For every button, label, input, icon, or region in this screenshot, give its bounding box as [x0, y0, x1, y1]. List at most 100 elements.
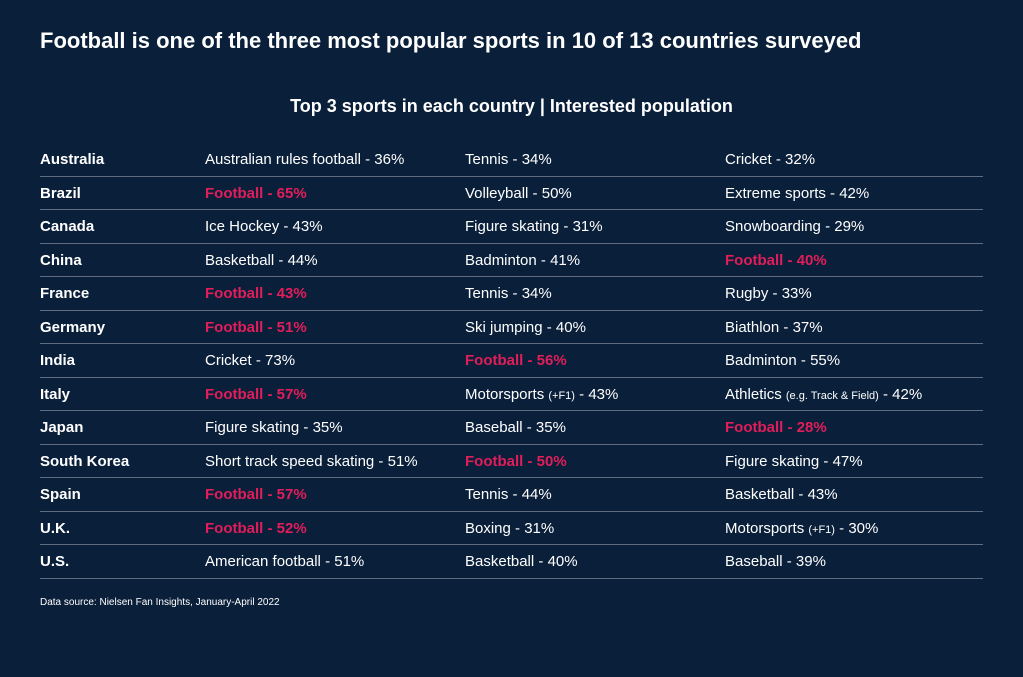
- sport-name: Boxing: [465, 520, 511, 537]
- sport-cell: Cricket - 32%: [725, 150, 985, 170]
- sport-cell: Boxing - 31%: [465, 519, 725, 539]
- sport-pct: 41%: [550, 252, 580, 269]
- sport-name: Motorsports: [725, 520, 804, 537]
- sport-name: Basketball: [465, 553, 534, 570]
- country-name: India: [40, 351, 205, 371]
- sport-name: Motorsports: [465, 386, 544, 403]
- sport-pct: 43%: [588, 386, 618, 403]
- sport-cell: Football - 43%: [205, 284, 465, 304]
- sport-pct: 57%: [277, 486, 307, 503]
- sport-pct: 44%: [522, 486, 552, 503]
- sport-name: Tennis: [465, 151, 508, 168]
- table-row: SpainFootball - 57%Tennis - 44%Basketbal…: [40, 478, 983, 512]
- sport-name: Athletics: [725, 386, 782, 403]
- sport-pct: 35%: [313, 419, 343, 436]
- country-name: U.S.: [40, 552, 205, 572]
- country-name: France: [40, 284, 205, 304]
- sport-pct: 43%: [293, 218, 323, 235]
- sport-cell: Tennis - 34%: [465, 150, 725, 170]
- sport-name: Football: [205, 520, 263, 537]
- sport-note: (e.g. Track & Field): [786, 390, 879, 402]
- sport-name: Football: [465, 352, 523, 369]
- country-name: Spain: [40, 485, 205, 505]
- sport-name: Figure skating: [725, 453, 819, 470]
- sport-name: Figure skating: [205, 419, 299, 436]
- sport-name: Cricket: [205, 352, 252, 369]
- table-row: CanadaIce Hockey - 43%Figure skating - 3…: [40, 210, 983, 244]
- sport-name: American football: [205, 553, 321, 570]
- sport-pct: 28%: [797, 419, 827, 436]
- sport-pct: 42%: [892, 386, 922, 403]
- country-name: U.K.: [40, 519, 205, 539]
- sport-name: Volleyball: [465, 185, 528, 202]
- sport-name: Australian rules football: [205, 151, 361, 168]
- sport-name: Football: [725, 419, 783, 436]
- sport-cell: Football - 40%: [725, 251, 985, 271]
- sport-pct: 51%: [334, 553, 364, 570]
- sport-name: Tennis: [465, 285, 508, 302]
- sport-pct: 73%: [265, 352, 295, 369]
- sport-cell: Baseball - 39%: [725, 552, 985, 572]
- sport-pct: 56%: [537, 352, 567, 369]
- sport-pct: 30%: [848, 520, 878, 537]
- table-subtitle: Top 3 sports in each country | Intereste…: [40, 96, 983, 117]
- sport-name: Biathlon: [725, 319, 779, 336]
- sport-cell: Athletics (e.g. Track & Field) - 42%: [725, 385, 985, 405]
- sport-cell: Snowboarding - 29%: [725, 217, 985, 237]
- sport-pct: 65%: [277, 185, 307, 202]
- sport-name: Football: [205, 319, 263, 336]
- sport-pct: 43%: [277, 285, 307, 302]
- sport-pct: 47%: [833, 453, 863, 470]
- sport-cell: Figure skating - 47%: [725, 452, 985, 472]
- sport-cell: Extreme sports - 42%: [725, 184, 985, 204]
- sport-name: Football: [205, 386, 263, 403]
- sport-name: Extreme sports: [725, 185, 826, 202]
- sport-pct: 50%: [542, 185, 572, 202]
- sport-cell: Football - 28%: [725, 418, 985, 438]
- table-row: ChinaBasketball - 44%Badminton - 41%Foot…: [40, 244, 983, 278]
- sport-pct: 29%: [834, 218, 864, 235]
- sport-pct: 31%: [524, 520, 554, 537]
- sport-cell: Football - 56%: [465, 351, 725, 371]
- sport-cell: Baseball - 35%: [465, 418, 725, 438]
- country-name: South Korea: [40, 452, 205, 472]
- table-row: IndiaCricket - 73%Football - 56%Badminto…: [40, 344, 983, 378]
- sport-name: Badminton: [465, 252, 537, 269]
- sport-cell: Basketball - 44%: [205, 251, 465, 271]
- sport-cell: Basketball - 40%: [465, 552, 725, 572]
- table-row: BrazilFootball - 65%Volleyball - 50%Extr…: [40, 177, 983, 211]
- sport-cell: Cricket - 73%: [205, 351, 465, 371]
- sport-name: Football: [205, 486, 263, 503]
- country-name: Italy: [40, 385, 205, 405]
- sport-pct: 40%: [556, 319, 586, 336]
- sport-cell: American football - 51%: [205, 552, 465, 572]
- country-name: Australia: [40, 150, 205, 170]
- sport-pct: 40%: [548, 553, 578, 570]
- sport-pct: 42%: [839, 185, 869, 202]
- sport-cell: Tennis - 44%: [465, 485, 725, 505]
- sport-cell: Short track speed skating - 51%: [205, 452, 465, 472]
- sport-pct: 51%: [277, 319, 307, 336]
- table-row: South KoreaShort track speed skating - 5…: [40, 445, 983, 479]
- sport-pct: 35%: [536, 419, 566, 436]
- country-name: Germany: [40, 318, 205, 338]
- sport-pct: 55%: [810, 352, 840, 369]
- table-row: FranceFootball - 43%Tennis - 34%Rugby - …: [40, 277, 983, 311]
- sport-pct: 50%: [537, 453, 567, 470]
- sport-note: (+F1): [548, 390, 575, 402]
- sport-cell: Football - 50%: [465, 452, 725, 472]
- sport-pct: 34%: [522, 151, 552, 168]
- sport-cell: Badminton - 41%: [465, 251, 725, 271]
- sport-cell: Volleyball - 50%: [465, 184, 725, 204]
- sport-cell: Ski jumping - 40%: [465, 318, 725, 338]
- sport-cell: Football - 65%: [205, 184, 465, 204]
- sport-cell: Basketball - 43%: [725, 485, 985, 505]
- sport-cell: Australian rules football - 36%: [205, 150, 465, 170]
- country-name: Japan: [40, 418, 205, 438]
- sport-pct: 52%: [277, 520, 307, 537]
- sport-cell: Figure skating - 35%: [205, 418, 465, 438]
- sport-note: (+F1): [808, 524, 835, 536]
- sport-cell: Motorsports (+F1) - 30%: [725, 519, 985, 539]
- sport-pct: 39%: [796, 553, 826, 570]
- sport-name: Football: [205, 185, 263, 202]
